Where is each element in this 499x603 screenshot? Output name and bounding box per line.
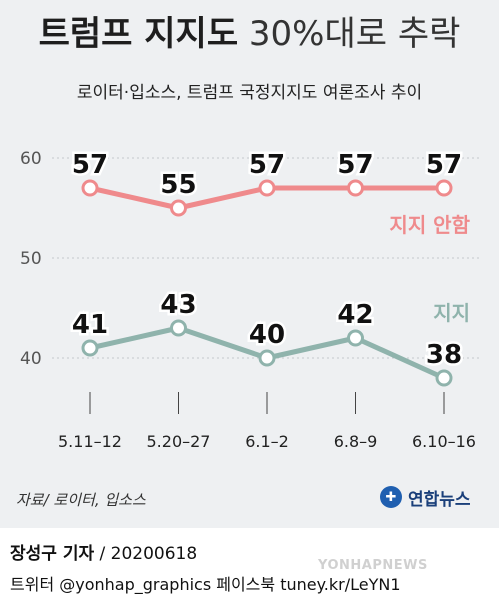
x-tick-label: 6.10–16 xyxy=(412,432,476,451)
author-credit: 장성구 기자 / 20200618 xyxy=(10,539,197,564)
data-label: 43 xyxy=(160,290,196,320)
data-point xyxy=(258,349,276,367)
chart-title: 트럼프 지지도 30%대로 추락 xyxy=(0,12,499,56)
brand-logo: ✚ 연합뉴스 xyxy=(380,482,471,512)
data-point xyxy=(170,319,187,337)
yonhap-logo-icon: ✚ xyxy=(380,486,402,508)
data-point xyxy=(435,179,453,197)
data-label: 38 xyxy=(426,340,462,370)
line-chart: 40 50 60 5.11–12 5.20–27 6.1–2 6.8–9 6.10–16 57 5… xyxy=(20,148,480,451)
data-point xyxy=(170,199,187,217)
source-note: 자료/ 로이터, 입소스 xyxy=(16,491,146,509)
y-tick-label: 40 xyxy=(20,349,42,369)
social-links: 트위터 @yonhap_graphics 페이스북 tuney.kr/LeYN1 xyxy=(10,575,401,594)
x-tick-label: 5.20–27 xyxy=(147,432,211,451)
series-label: 지지 xyxy=(433,301,470,325)
publish-date: / 20200618 xyxy=(94,544,198,564)
data-label: 40 xyxy=(249,320,285,350)
data-point xyxy=(81,179,99,197)
title-main: 트럼프 지지도 xyxy=(38,14,239,54)
data-label: 42 xyxy=(337,300,373,330)
chart-subtitle: 로이터·입소스, 트럼프 국정지지도 여론조사 추이 xyxy=(76,83,423,103)
infographic-card xyxy=(0,0,499,528)
y-tick-label: 60 xyxy=(20,149,42,169)
x-tick-label: 5.11–12 xyxy=(58,432,122,451)
series-label: 지지 안함 xyxy=(389,213,470,237)
title-sub: 30%대로 추락 xyxy=(248,14,461,54)
data-point xyxy=(258,179,276,197)
y-tick-label: 50 xyxy=(20,249,42,269)
data-label: 55 xyxy=(160,170,196,200)
data-point xyxy=(347,179,364,197)
x-tick-label: 6.1–2 xyxy=(245,432,289,451)
brand-name: 연합뉴스 xyxy=(408,489,471,510)
data-label: 41 xyxy=(72,310,108,340)
data-point xyxy=(347,329,364,347)
data-label: 57 xyxy=(426,150,462,180)
author-name: 장성구 기자 xyxy=(10,544,95,564)
data-point xyxy=(81,339,99,357)
data-label: 57 xyxy=(72,150,108,180)
data-label: 57 xyxy=(249,150,285,180)
watermark: YONHAPNEWS xyxy=(318,558,428,573)
data-point xyxy=(435,369,453,387)
x-tick-label: 6.8–9 xyxy=(334,432,378,451)
data-label: 57 xyxy=(337,150,373,180)
